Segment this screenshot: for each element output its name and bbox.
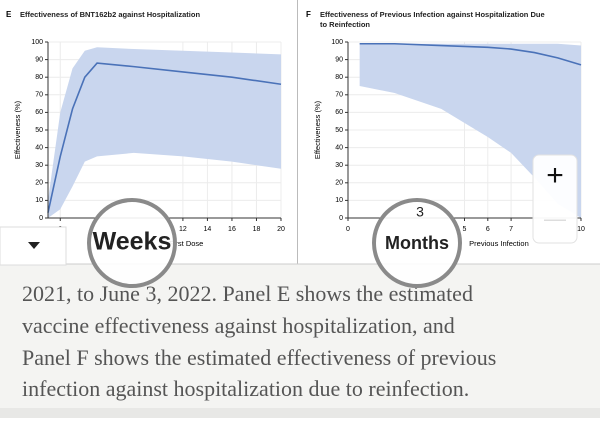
- caption-line: infection against hospitalization due to…: [22, 376, 469, 401]
- dropdown-arrow: [28, 242, 40, 249]
- caption-line: Panel F shows the estimated effectivenes…: [22, 345, 496, 370]
- y-tick-label: 90: [335, 56, 343, 63]
- y-tick-label: 20: [35, 180, 43, 187]
- y-tick-label: 0: [39, 215, 43, 222]
- y-axis-label: Effectiveness (%): [13, 100, 22, 159]
- y-tick-label: 90: [35, 56, 43, 63]
- chart-title: Effectiveness of BNT162b2 against Hospit…: [20, 10, 200, 19]
- effectiveness-line: [47, 62, 282, 213]
- magnified-label: Weeks: [93, 228, 172, 256]
- y-tick-label: 100: [31, 39, 43, 46]
- y-tick-label: 70: [35, 92, 43, 99]
- y-tick-label: 80: [335, 74, 343, 81]
- magnifier: [87, 198, 177, 288]
- y-tick-label: 60: [35, 109, 43, 116]
- y-axis-label: Effectiveness (%): [313, 100, 322, 159]
- x-tick-label: 12: [179, 226, 187, 233]
- magnifier: [372, 198, 462, 288]
- caption-line: 2021, to June 3, 2022. Panel E shows the…: [22, 281, 473, 306]
- y-tick-label: 20: [335, 180, 343, 187]
- y-tick-label: 80: [35, 74, 43, 81]
- chart-title: Effectiveness of Previous Infection agai…: [320, 10, 545, 19]
- magnified-tick: 3: [416, 204, 424, 220]
- y-tick-label: 100: [331, 39, 343, 46]
- panel-letter: E: [6, 10, 12, 19]
- panel-letter: F: [306, 10, 311, 19]
- y-tick-label: 60: [335, 109, 343, 116]
- y-tick-label: 50: [335, 127, 343, 134]
- confidence-band: [359, 43, 581, 219]
- caption-line: vaccine effectiveness against hospitaliz…: [22, 313, 455, 338]
- zoom-out[interactable]: —: [544, 206, 566, 231]
- x-tick-label: 16: [228, 226, 236, 233]
- x-tick-label: 0: [346, 226, 350, 233]
- x-tick-label: 6: [486, 226, 490, 233]
- x-tick-label: 10: [577, 226, 585, 233]
- confidence-band: [48, 47, 281, 218]
- y-tick-label: 50: [35, 127, 43, 134]
- x-axis-label: Previous Infection: [469, 239, 529, 248]
- y-tick-label: 70: [335, 92, 343, 99]
- x-tick-label: 20: [277, 226, 285, 233]
- y-tick-label: 10: [335, 197, 343, 204]
- y-tick-label: 30: [335, 162, 343, 169]
- zoom-control: [532, 154, 578, 244]
- y-tick-label: 40: [35, 144, 43, 151]
- x-tick-label: 7: [509, 226, 513, 233]
- caption: 2021, to June 3, 2022. Panel E shows the…: [22, 281, 496, 401]
- y-tick-label: 10: [35, 197, 43, 204]
- y-tick-label: 40: [335, 144, 343, 151]
- x-axis-label: First Dose: [169, 239, 203, 248]
- bottom-shadow: [0, 408, 600, 418]
- zoom-in[interactable]: +: [546, 159, 564, 192]
- x-tick-label: 5: [463, 226, 467, 233]
- x-tick-label: 18: [253, 226, 261, 233]
- effectiveness-line: [359, 42, 582, 66]
- chart-title: to Reinfection: [320, 20, 370, 29]
- y-tick-label: 0: [339, 215, 343, 222]
- x-tick-label: 14: [204, 226, 212, 233]
- y-tick-label: 30: [35, 162, 43, 169]
- magnified-label: Months: [385, 233, 449, 253]
